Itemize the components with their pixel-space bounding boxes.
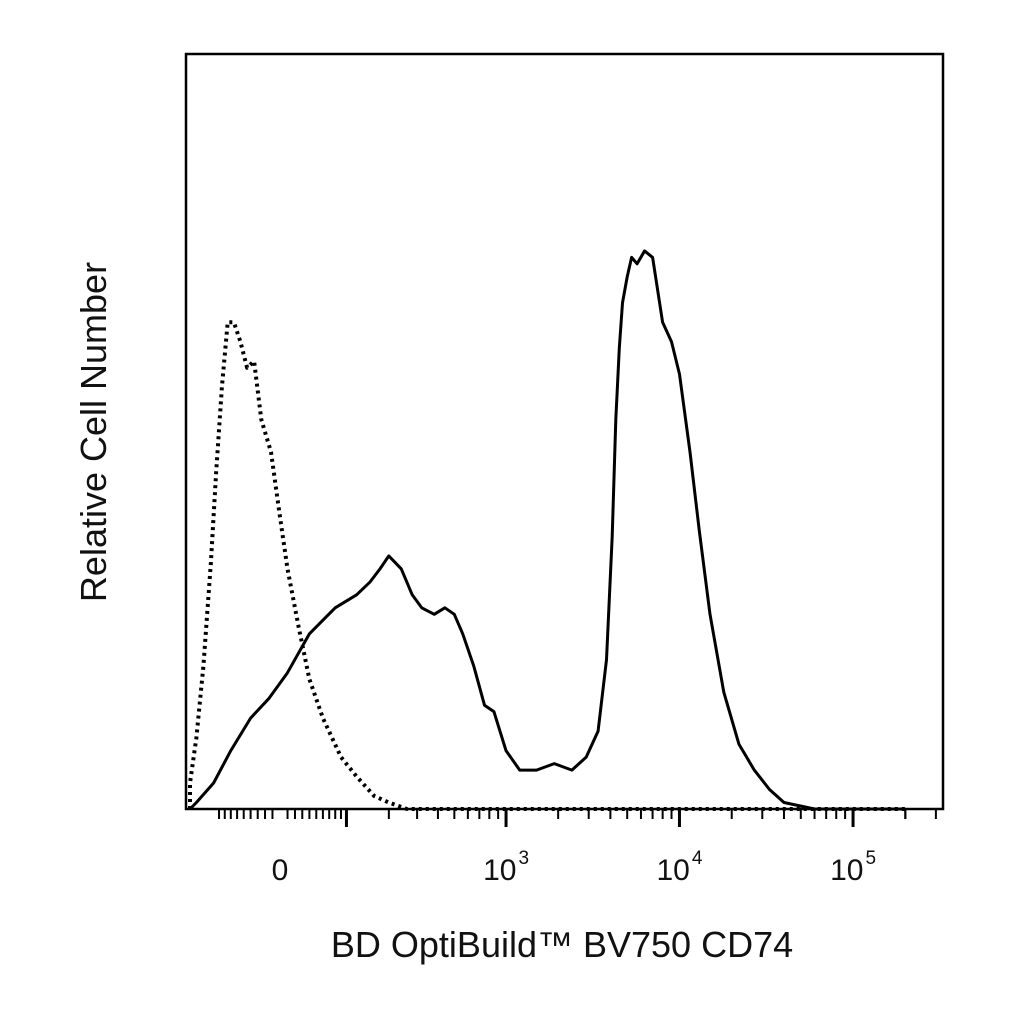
x-axis-title: BD OptiBuild™ BV750 CD74 [331, 924, 793, 965]
x-tick-label: 10 4 [656, 848, 702, 887]
plot-area: 0 10 3 10 4 10 5 [184, 52, 945, 887]
stained-sample-curve [188, 249, 906, 811]
x-tick-label: 10 3 [483, 848, 529, 887]
x-tick-label: 0 [272, 854, 289, 887]
plot-frame [184, 52, 945, 811]
y-axis-title: Relative Cell Number [73, 262, 114, 602]
isotype-control-curve [188, 320, 906, 811]
x-tick-label: 10 5 [830, 848, 876, 887]
